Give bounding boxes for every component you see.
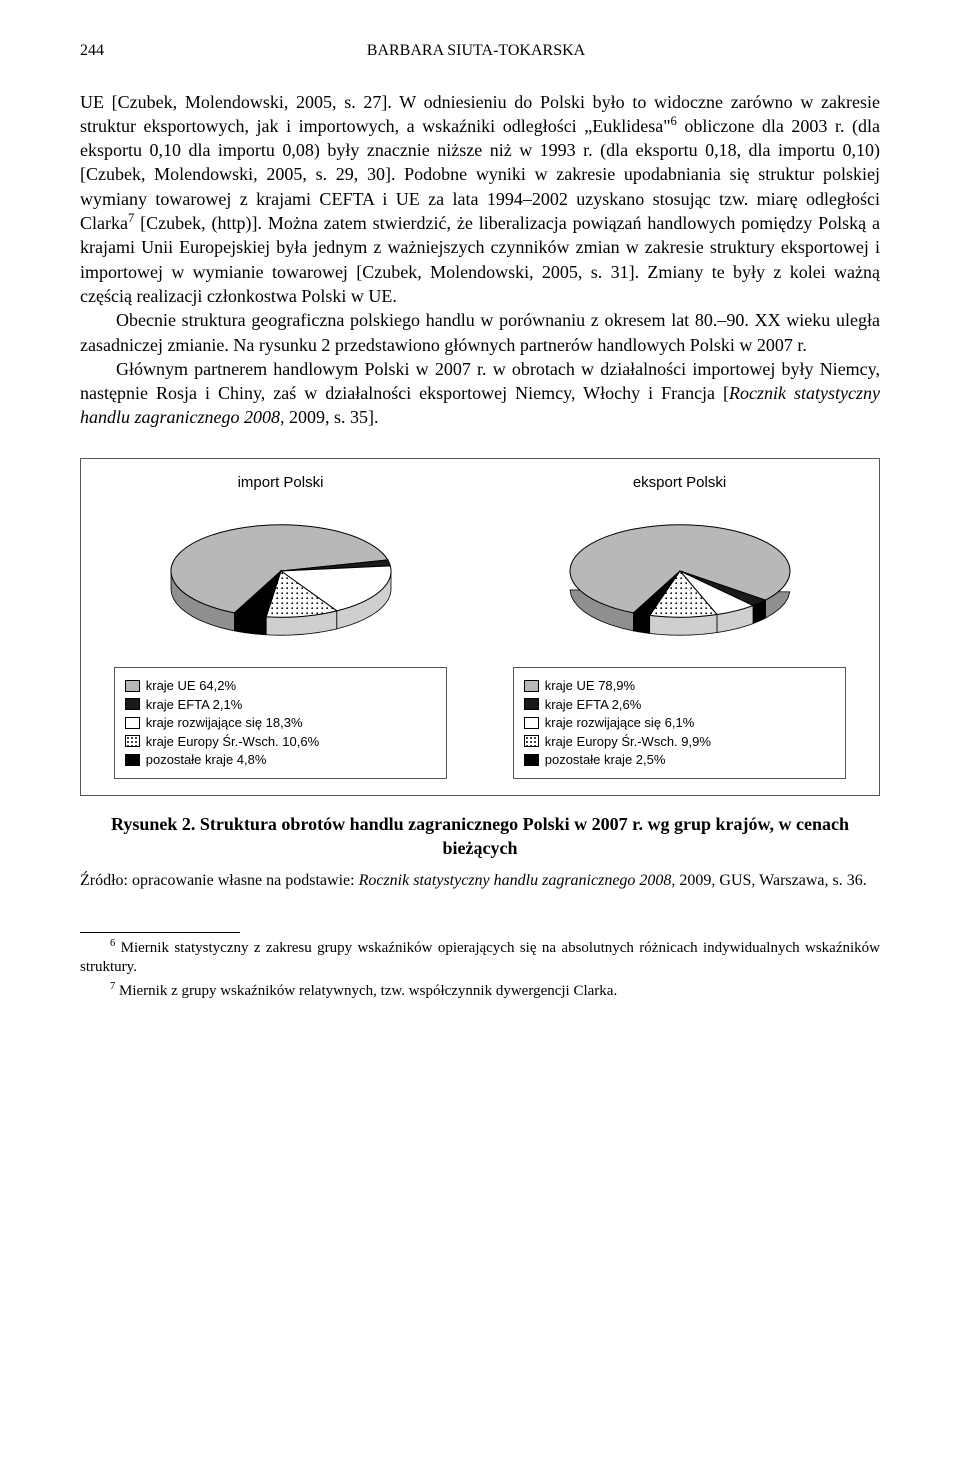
figure-caption: Rysunek 2. Struktura obrotów handlu zagr… bbox=[80, 812, 880, 861]
import-pie-chart bbox=[141, 507, 421, 647]
legend-label: kraje EFTA 2,6% bbox=[545, 696, 642, 714]
legend-swatch bbox=[524, 717, 539, 729]
legend-item: kraje rozwijające się 6,1% bbox=[524, 714, 836, 732]
export-chart-title: eksport Polski bbox=[633, 473, 726, 493]
footnote-7: 7 Miernik z grupy wskaźników relatywnych… bbox=[80, 982, 880, 1002]
legend-item: pozostałe kraje 2,5% bbox=[524, 751, 836, 769]
legend-label: pozostałe kraje 4,8% bbox=[146, 751, 267, 769]
legend-label: kraje rozwijające się 18,3% bbox=[146, 714, 303, 732]
legend-item: kraje Europy Śr.-Wsch. 9,9% bbox=[524, 733, 836, 751]
import-chart-column: import Polski kraje UE 64,2%kraje EFTA 2… bbox=[91, 473, 470, 779]
legend-swatch bbox=[524, 754, 539, 766]
page-number: 244 bbox=[80, 40, 104, 62]
legend-label: kraje Europy Śr.-Wsch. 10,6% bbox=[146, 733, 319, 751]
legend-label: kraje Europy Śr.-Wsch. 9,9% bbox=[545, 733, 711, 751]
running-head-author: BARBARA SIUTA-TOKARSKA bbox=[367, 40, 585, 62]
legend-swatch bbox=[125, 717, 140, 729]
paragraph-2: Obecnie struktura geograficzna polskiego… bbox=[80, 308, 880, 357]
footnote-separator bbox=[80, 932, 240, 933]
import-legend: kraje UE 64,2%kraje EFTA 2,1%kraje rozwi… bbox=[114, 667, 448, 779]
legend-swatch bbox=[524, 735, 539, 747]
legend-item: kraje EFTA 2,6% bbox=[524, 696, 836, 714]
export-pie-chart bbox=[540, 507, 820, 647]
export-chart-column: eksport Polski kraje UE 78,9%kraje EFTA … bbox=[490, 473, 869, 779]
export-legend: kraje UE 78,9%kraje EFTA 2,6%kraje rozwi… bbox=[513, 667, 847, 779]
legend-swatch bbox=[125, 735, 140, 747]
legend-swatch bbox=[125, 680, 140, 692]
footnote-6: 6 Miernik statystyczny z zakresu grupy w… bbox=[80, 939, 880, 978]
legend-label: kraje EFTA 2,1% bbox=[146, 696, 243, 714]
legend-label: pozostałe kraje 2,5% bbox=[545, 751, 666, 769]
legend-swatch bbox=[125, 754, 140, 766]
paragraph-1: UE [Czubek, Molendowski, 2005, s. 27]. W… bbox=[80, 90, 880, 309]
body-text: UE [Czubek, Molendowski, 2005, s. 27]. W… bbox=[80, 90, 880, 430]
legend-item: kraje UE 78,9% bbox=[524, 677, 836, 695]
legend-item: kraje EFTA 2,1% bbox=[125, 696, 437, 714]
running-header: 244 BARBARA SIUTA-TOKARSKA bbox=[80, 40, 880, 62]
legend-label: kraje UE 64,2% bbox=[146, 677, 236, 695]
legend-swatch bbox=[125, 698, 140, 710]
legend-item: kraje UE 64,2% bbox=[125, 677, 437, 695]
legend-swatch bbox=[524, 680, 539, 692]
legend-label: kraje rozwijające się 6,1% bbox=[545, 714, 695, 732]
legend-item: pozostałe kraje 4,8% bbox=[125, 751, 437, 769]
figure-source: Źródło: opracowanie własne na podstawie:… bbox=[80, 870, 880, 892]
paragraph-3: Głównym partnerem handlowym Polski w 200… bbox=[80, 357, 880, 430]
legend-item: kraje Europy Śr.-Wsch. 10,6% bbox=[125, 733, 437, 751]
charts-frame: import Polski kraje UE 64,2%kraje EFTA 2… bbox=[80, 458, 880, 796]
legend-item: kraje rozwijające się 18,3% bbox=[125, 714, 437, 732]
legend-swatch bbox=[524, 698, 539, 710]
import-chart-title: import Polski bbox=[238, 473, 324, 493]
legend-label: kraje UE 78,9% bbox=[545, 677, 635, 695]
